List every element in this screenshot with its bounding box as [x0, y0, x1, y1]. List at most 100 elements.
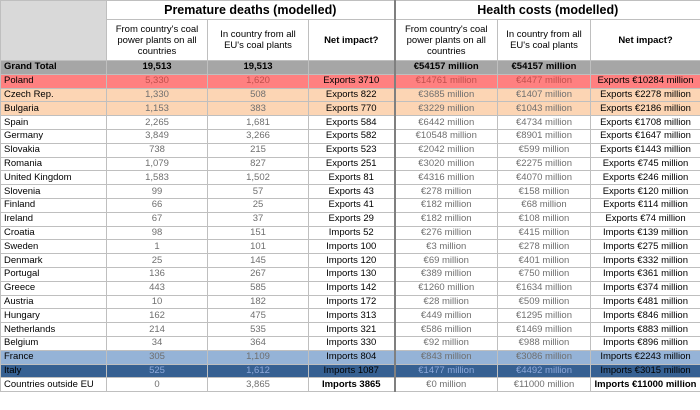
deaths-net-cell: Imports 804 — [308, 349, 395, 365]
deaths-in-cell: 215 — [207, 142, 309, 158]
deaths-from-cell: 443 — [106, 280, 208, 296]
costs-from-cell: €0 million — [393, 377, 498, 393]
table-row: Spain 2,265 1,681 Exports 584 €6442 million €… — [0, 115, 700, 130]
country-cell: Finland — [0, 197, 107, 213]
deaths-from-cell: 305 — [106, 349, 208, 365]
deaths-in-cell: 475 — [207, 308, 309, 324]
deaths-net-cell: Imports 330 — [308, 335, 395, 351]
deaths-in-cell: 145 — [207, 253, 309, 268]
costs-net-cell: Imports €139 million — [590, 225, 700, 241]
costs-net-cell: Imports €481 million — [590, 294, 700, 310]
deaths-in-cell: 1,502 — [207, 170, 309, 186]
costs-in-cell: €8901 million — [497, 128, 591, 144]
costs-net-cell: Imports €2243 million — [590, 349, 700, 365]
deaths-net-cell: Imports 313 — [308, 308, 395, 324]
country-cell: Portugal — [0, 266, 107, 282]
table-row: Hungary 162 475 Imports 313 €449 million €129… — [0, 308, 700, 324]
deaths-from-cell: 25 — [106, 253, 208, 268]
country-cell: Belgium — [0, 335, 107, 351]
deaths-from-cell: 67 — [106, 211, 208, 227]
costs-in-cell: €3086 million — [497, 349, 591, 365]
table-row: Greece 443 585 Imports 142 €1260 million €163… — [0, 280, 700, 296]
costs-in-cell: €1469 million — [497, 322, 591, 337]
table-row: Croatia 98 151 Imports 52 €276 million €415 m… — [0, 225, 700, 241]
deaths-net-cell: Imports 3865 — [308, 377, 395, 393]
costs-from-cell: €28 million — [393, 294, 498, 310]
country-cell: Hungary — [0, 308, 107, 324]
costs-in-cell: €1407 million — [497, 87, 591, 103]
deaths-from-cell: 34 — [106, 335, 208, 351]
deaths-from-cell: 66 — [106, 197, 208, 213]
costs-from-cell: €1477 million — [393, 363, 498, 379]
costs-net-cell: Imports €896 million — [590, 335, 700, 351]
deaths-net-cell: Imports 120 — [308, 253, 395, 268]
costs-from-cell: €843 million — [393, 349, 498, 365]
costs-net-cell: Imports €275 million — [590, 239, 700, 255]
deaths-from-cell: 1,583 — [106, 170, 208, 186]
deaths-net-cell: Imports 52 — [308, 225, 395, 241]
costs-in-cell: €68 million — [497, 197, 591, 213]
total-costs-from: €54157 million — [393, 60, 498, 75]
deaths-net-cell: Imports 172 — [308, 294, 395, 310]
total-costs-in: €54157 million — [497, 60, 591, 75]
deaths-in-cell: 508 — [207, 87, 309, 103]
deaths-from-cell: 1,330 — [106, 87, 208, 103]
costs-from-cell: €276 million — [393, 225, 498, 241]
country-cell: Netherlands — [0, 322, 107, 337]
country-cell: United Kingdom — [0, 170, 107, 186]
costs-in-cell: €509 million — [497, 294, 591, 310]
country-cell: Romania — [0, 156, 107, 172]
deaths-from-cell: 99 — [106, 184, 208, 199]
deaths-in-cell: 364 — [207, 335, 309, 351]
costs-net-cell: Exports €246 million — [590, 170, 700, 186]
deaths-in-cell: 37 — [207, 211, 309, 227]
costs-from-cell: €14761 million — [393, 73, 498, 89]
col-in-country-deaths: In country from all EU's coal plants — [207, 19, 309, 61]
deaths-from-cell: 3,849 — [106, 128, 208, 144]
deaths-in-cell: 535 — [207, 322, 309, 337]
table-row: Netherlands 214 535 Imports 321 €586 million… — [0, 322, 700, 337]
costs-in-cell: €1634 million — [497, 280, 591, 296]
costs-in-cell: €750 million — [497, 266, 591, 282]
deaths-net-cell: Exports 81 — [308, 170, 395, 186]
deaths-net-cell: Exports 251 — [308, 156, 395, 172]
costs-net-cell: Exports €2186 million — [590, 101, 700, 117]
costs-from-cell: €4316 million — [393, 170, 498, 186]
costs-from-cell: €3685 million — [393, 87, 498, 103]
deaths-in-cell: 25 — [207, 197, 309, 213]
deaths-net-cell: Exports 3710 — [308, 73, 395, 89]
deaths-from-cell: 136 — [106, 266, 208, 282]
grand-total-row: Grand Total 19,513 19,513 €54157 million… — [0, 60, 700, 75]
table-row: Germany 3,849 3,266 Exports 582 €10548 milli… — [0, 128, 700, 144]
deaths-in-cell: 1,109 — [207, 349, 309, 365]
country-cell: Austria — [0, 294, 107, 310]
costs-in-cell: €1043 million — [497, 101, 591, 117]
costs-in-cell: €108 million — [497, 211, 591, 227]
table-row: Czech Rep. 1,330 508 Exports 822 €3685 milli… — [0, 87, 700, 103]
deaths-in-cell: 585 — [207, 280, 309, 296]
country-cell: Bulgaria — [0, 101, 107, 117]
col-from-country-costs: From country's coal power plants on all … — [393, 19, 498, 61]
table-row: Bulgaria 1,153 383 Exports 770 €3229 million… — [0, 101, 700, 117]
costs-from-cell: €389 million — [393, 266, 498, 282]
deaths-from-cell: 98 — [106, 225, 208, 241]
coal-impact-table: Premature deaths (modelled) Health costs… — [0, 0, 700, 393]
deaths-from-cell: 1,153 — [106, 101, 208, 117]
deaths-net-cell: Imports 142 — [308, 280, 395, 296]
costs-from-cell: €1260 million — [393, 280, 498, 296]
deaths-in-cell: 3,865 — [207, 377, 309, 393]
costs-in-cell: €4734 million — [497, 115, 591, 130]
country-cell: Germany — [0, 128, 107, 144]
deaths-from-cell: 10 — [106, 294, 208, 310]
grand-total-label: Grand Total — [0, 60, 107, 75]
deaths-net-cell: Imports 130 — [308, 266, 395, 282]
column-header-row: From country's coal power plants on all … — [1, 19, 700, 61]
deaths-net-cell: Exports 582 — [308, 128, 395, 144]
costs-net-cell: Exports €2278 million — [590, 87, 700, 103]
costs-in-cell: €11000 million — [497, 377, 591, 393]
deaths-from-cell: 5,330 — [106, 73, 208, 89]
costs-from-cell: €182 million — [393, 197, 498, 213]
deaths-from-cell: 1,079 — [106, 156, 208, 172]
costs-in-cell: €278 million — [497, 239, 591, 255]
costs-in-cell: €4070 million — [497, 170, 591, 186]
